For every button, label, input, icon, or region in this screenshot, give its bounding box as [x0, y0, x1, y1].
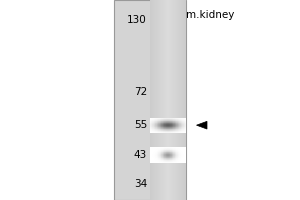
Text: 43: 43 — [134, 150, 147, 160]
Text: 72: 72 — [134, 87, 147, 97]
Text: m.kidney: m.kidney — [186, 10, 234, 20]
Text: 34: 34 — [134, 179, 147, 189]
Bar — [150, 0, 186, 200]
Text: 55: 55 — [134, 120, 147, 130]
Bar — [114, 0, 186, 200]
Polygon shape — [196, 121, 207, 129]
Text: 130: 130 — [127, 15, 147, 25]
